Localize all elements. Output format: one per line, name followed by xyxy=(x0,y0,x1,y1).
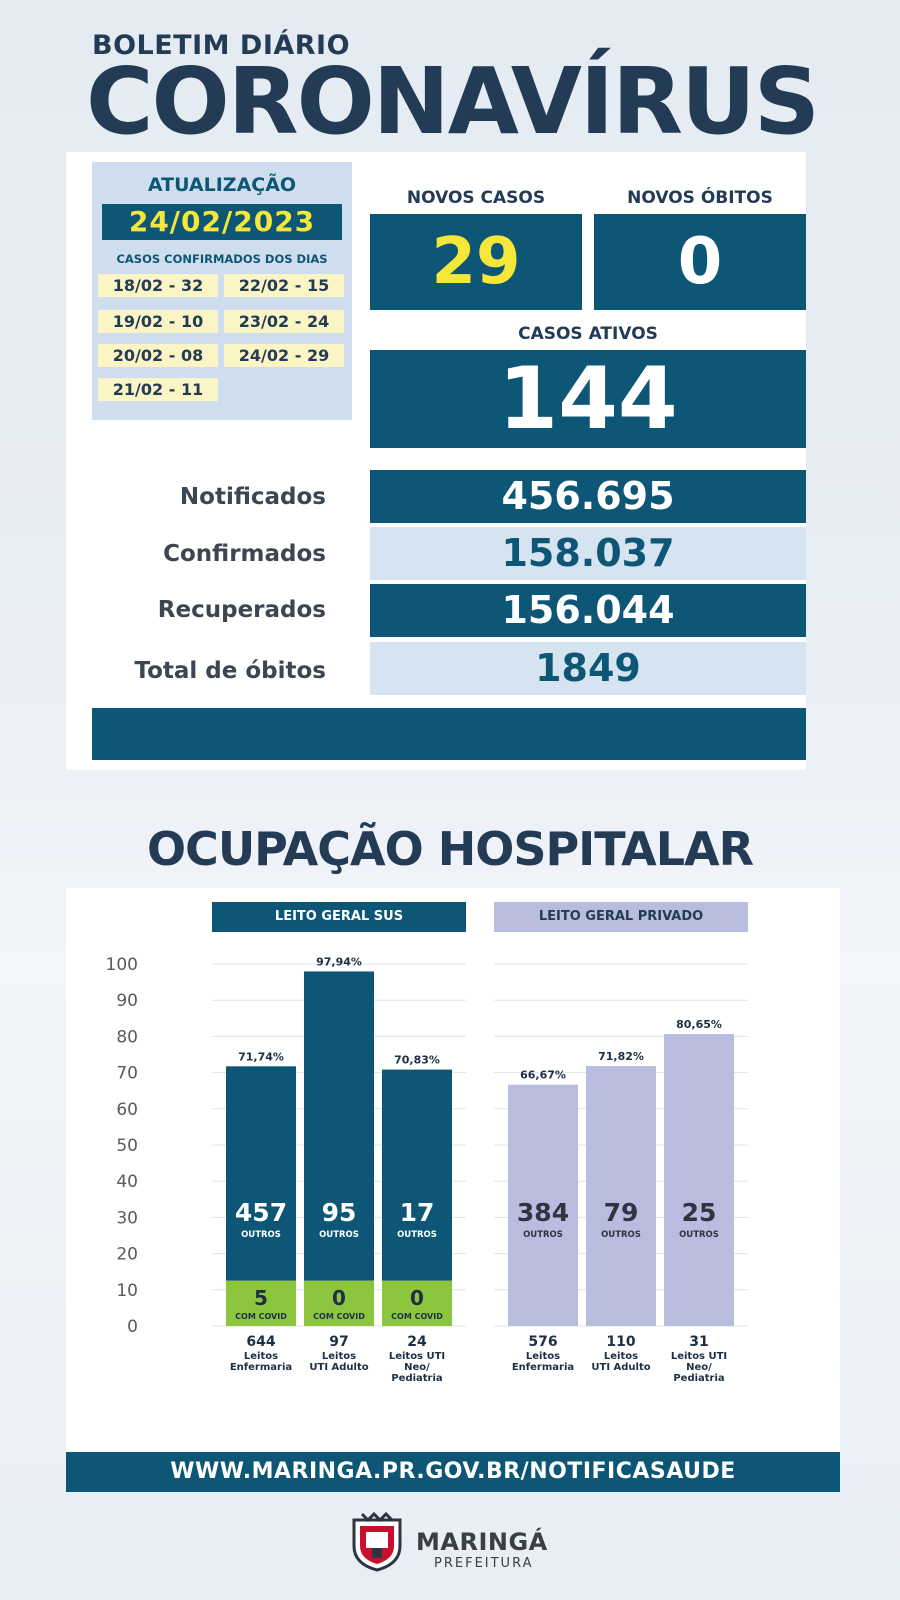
total-obitos-value: 1849 xyxy=(370,642,806,695)
novos-casos-label: NOVOS CASOS xyxy=(406,188,546,208)
logo-subtitle: PREFEITURA xyxy=(434,1556,534,1571)
logo-name: MARINGÁ xyxy=(416,1528,548,1556)
total-obitos-label: Total de óbitos xyxy=(134,658,326,684)
cases-days-label: CASOS CONFIRMADOS DOS DIAS xyxy=(116,252,328,266)
notificados-value: 456.695 xyxy=(370,470,806,523)
day-chip: 19/02 - 10 xyxy=(98,310,218,333)
recuperados-label: Recuperados xyxy=(157,597,326,623)
notificados-label: Notificados xyxy=(179,484,326,510)
bulletin-subtitle: BOLETIM DIÁRIO xyxy=(92,30,351,61)
chart-card xyxy=(66,888,840,1492)
casos-ativos-label: CASOS ATIVOS xyxy=(518,324,658,344)
recuperados-value: 156.044 xyxy=(370,584,806,637)
day-chip: 23/02 - 24 xyxy=(224,310,344,333)
panel-header-private: LEITO GERAL PRIVADO xyxy=(494,902,748,932)
day-chip: 22/02 - 15 xyxy=(224,274,344,297)
novos-obitos-value: 0 xyxy=(594,214,806,310)
blank-banner xyxy=(92,708,806,760)
novos-casos-value: 29 xyxy=(370,214,582,310)
confirmados-label: Confirmados xyxy=(163,541,326,567)
casos-ativos-value: 144 xyxy=(370,350,806,448)
novos-obitos-label: NOVOS ÓBITOS xyxy=(627,188,773,208)
hospital-title: OCUPAÇÃO HOSPITALAR xyxy=(146,822,754,876)
notification-url[interactable]: WWW.MARINGA.PR.GOV.BR/NOTIFICASAUDE xyxy=(66,1452,840,1492)
update-label: ATUALIZAÇÃO xyxy=(147,174,297,196)
panel-header-sus: LEITO GERAL SUS xyxy=(212,902,466,932)
day-chip: 24/02 - 29 xyxy=(224,344,344,367)
bulletin-title: CORONAVÍRUS xyxy=(86,48,820,155)
confirmados-value: 158.037 xyxy=(370,527,806,580)
day-chip: 20/02 - 08 xyxy=(98,344,218,367)
day-chip: 18/02 - 32 xyxy=(98,274,218,297)
update-date: 24/02/2023 xyxy=(102,204,342,240)
day-chip: 21/02 - 11 xyxy=(98,378,218,401)
coat-of-arms-icon xyxy=(352,1512,402,1572)
